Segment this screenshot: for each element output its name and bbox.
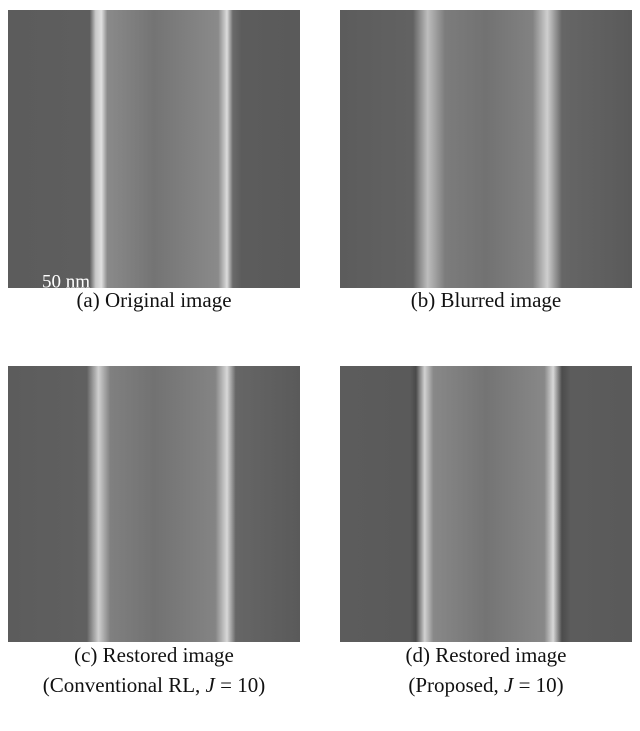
caption: (a) Original image [76, 288, 231, 312]
figure: 50 nm (a) Original image (b) Blurred ima… [0, 0, 640, 731]
caption: (Conventional RL, J = 10) [43, 673, 265, 697]
page: {"scale_bar": "50 nm", "panels": [ {"cap… [0, 0, 640, 731]
original-image [8, 10, 300, 288]
restored-image-proposed [340, 366, 632, 642]
blurred-image [340, 10, 632, 288]
caption: (d) Restored image [406, 643, 567, 667]
caption: (Proposed, J = 10) [408, 673, 563, 697]
caption: (c) Restored image [74, 643, 234, 667]
restored-image-rl [8, 366, 300, 642]
caption: (b) Blurred image [411, 288, 561, 312]
